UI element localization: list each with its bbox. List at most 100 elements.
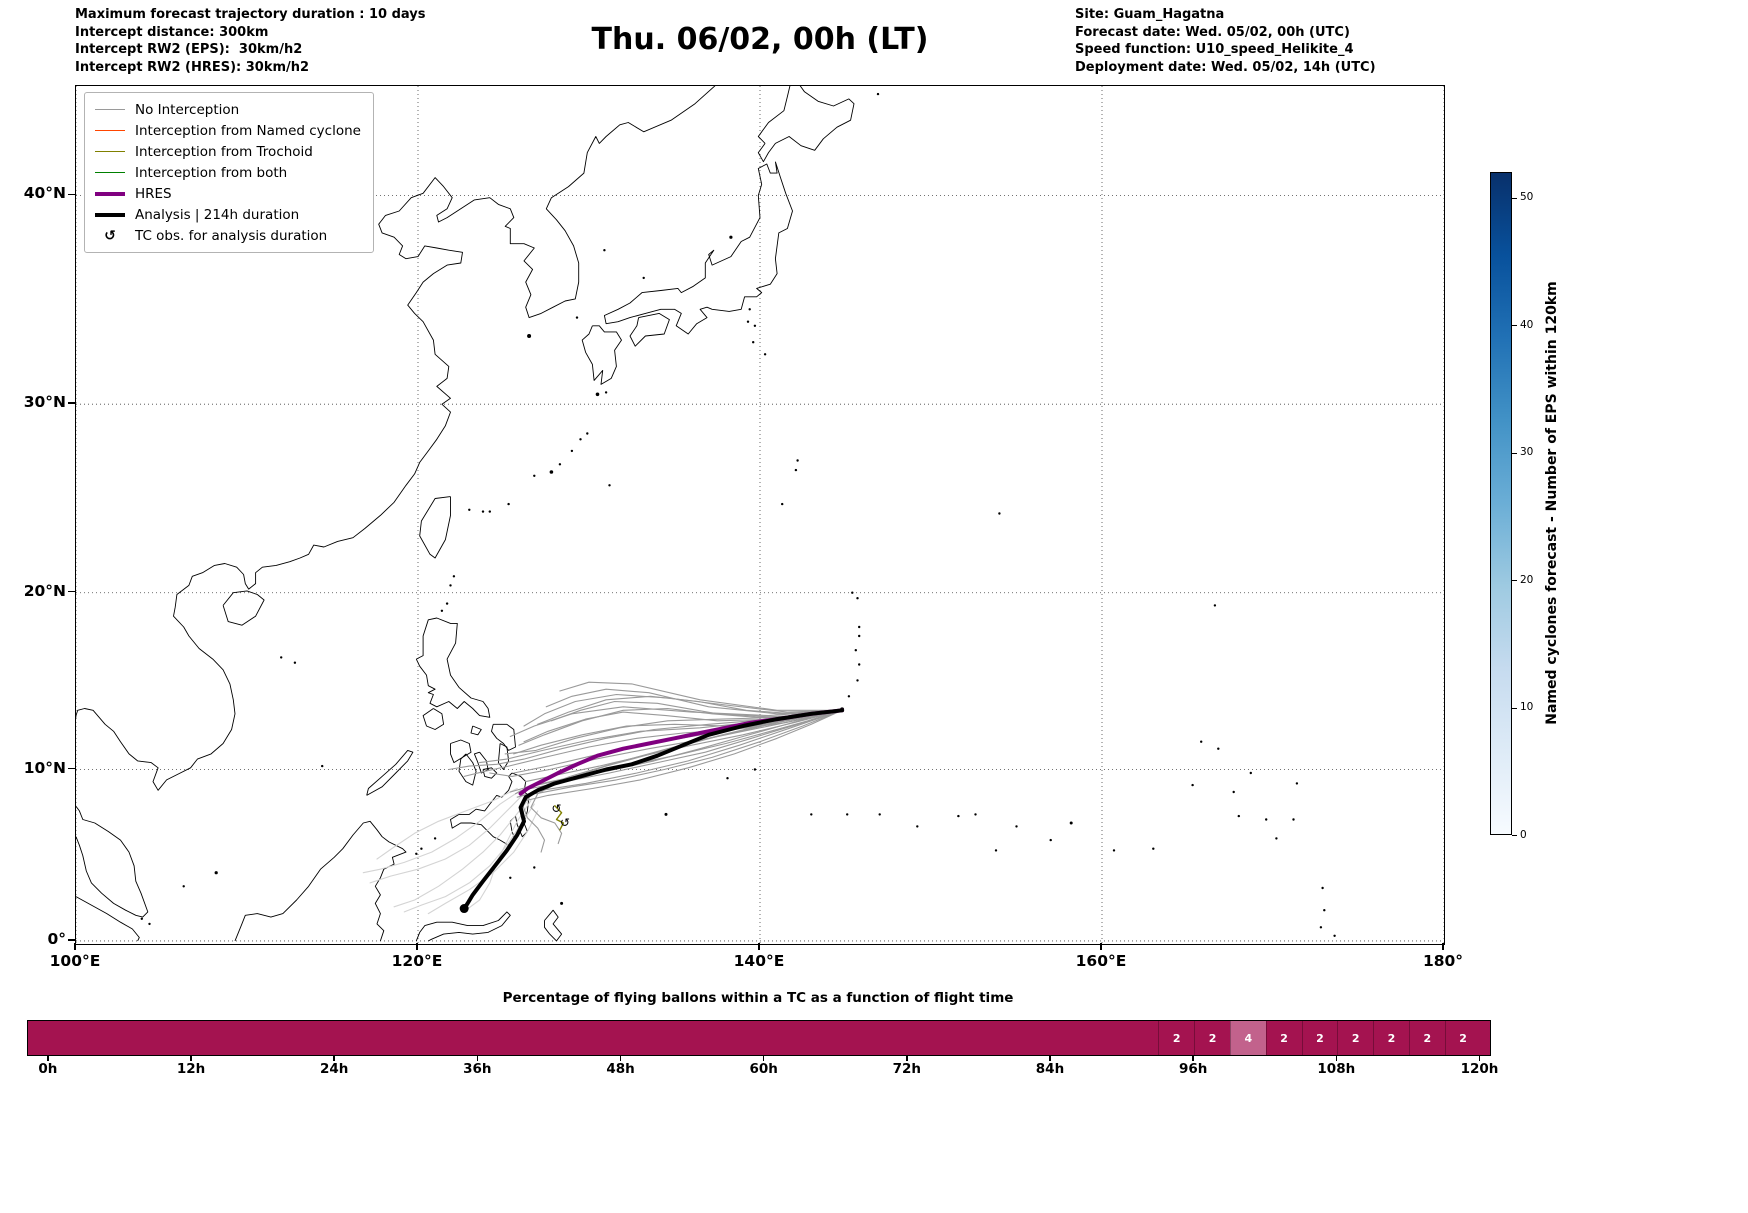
- trajectory-series-interception-from-trochoid: [554, 805, 565, 831]
- flight-time-tick-mark: [619, 1055, 622, 1061]
- param-line-duration: Maximum forecast trajectory duration : 1…: [75, 7, 426, 22]
- lon-tick-mark: [74, 943, 76, 950]
- tc-percentage-cell: 2: [1194, 1021, 1230, 1055]
- forecast-date-line: Forecast date: Wed. 05/02, 00h (UTC): [1075, 24, 1350, 40]
- lon-tick-label: 180°: [1422, 952, 1464, 970]
- legend-line-sample: [95, 150, 125, 153]
- legend-label: Analysis | 214h duration: [135, 206, 300, 223]
- tc-percentage-cell: 2: [1158, 1021, 1195, 1055]
- flight-time-tick-label: 36h: [463, 1061, 492, 1077]
- flight-time-tick-label: 120h: [1460, 1061, 1499, 1077]
- colorbar-tick-mark: [1512, 707, 1517, 709]
- legend-line-sample: [95, 212, 125, 217]
- flight-time-tick-mark: [1192, 1055, 1194, 1061]
- site-line: Site: Guam_Hagatna: [1075, 7, 1225, 22]
- lat-tick-mark: [68, 402, 75, 404]
- legend-line-sample: [95, 191, 125, 196]
- legend-label: Interception from Named cyclone: [135, 122, 361, 139]
- flight-time-tick-mark: [333, 1055, 335, 1061]
- flight-time-tick-label: 48h: [606, 1061, 635, 1077]
- legend-item: Analysis | 214h duration: [95, 204, 361, 225]
- legend-label: HRES: [135, 185, 172, 202]
- flight-time-tick-mark: [1335, 1055, 1338, 1061]
- legend-label: No Interception: [135, 101, 240, 118]
- tc-percentage-cell: 2: [1337, 1021, 1374, 1055]
- tc-percentage-cell: 2: [1373, 1021, 1409, 1055]
- flight-time-tick-label: 12h: [176, 1061, 206, 1077]
- colorbar-label: Named cyclones forecast - Number of EPS …: [1544, 281, 1560, 725]
- coastlines: [76, 86, 855, 942]
- lon-tick-mark: [758, 943, 760, 950]
- flight-time-tick-mark: [190, 1055, 192, 1061]
- legend-label: Interception from both: [135, 164, 288, 181]
- map-legend: No Interception Interception from Named c…: [84, 92, 374, 253]
- map-markers: ↺↺: [459, 802, 570, 914]
- flight-time-tick-label: 96h: [1178, 1061, 1208, 1077]
- trajectory-series-eps-members-faded-tail-: [362, 787, 539, 915]
- figure-title: Thu. 06/02, 00h (LT): [591, 22, 929, 57]
- lat-tick-mark: [68, 193, 75, 196]
- tc-obs-marker: ↺: [560, 815, 570, 829]
- colorbar-tick-mark: [1512, 580, 1517, 582]
- forecast-parameters-block: Maximum forecast trajectory duration : 1…: [75, 6, 426, 76]
- analysis-end-marker: [459, 904, 469, 914]
- lon-tick-mark: [1100, 943, 1102, 950]
- legend-color-line: [95, 129, 125, 132]
- legend-color-line: [95, 212, 125, 217]
- tc-percentage-cell: 2: [1408, 1021, 1445, 1055]
- colorbar-tick-label: 20: [1520, 573, 1534, 586]
- tc-percentage-cell: 2: [1444, 1021, 1481, 1055]
- legend-item: Interception from both: [95, 162, 361, 183]
- legend-color-line: [95, 150, 125, 153]
- colorbar-tick-label: 30: [1520, 446, 1534, 458]
- legend-line-sample: [95, 108, 125, 111]
- lon-tick-label: 100°E: [49, 952, 101, 970]
- flight-time-tick-mark: [1478, 1055, 1481, 1061]
- lat-tick-label: 20°N: [23, 581, 66, 600]
- param-line-rw2-hres: Intercept RW2 (HRES): 30km/h2: [75, 59, 310, 75]
- legend-color-line: [95, 171, 125, 174]
- lon-tick-label: 120°E: [391, 952, 443, 970]
- flight-time-tick-label: 60h: [749, 1061, 778, 1077]
- lat-tick-label: 10°N: [23, 758, 66, 777]
- legend-color-line: [95, 108, 125, 111]
- trajectory-series-no-interception: [448, 681, 843, 853]
- flight-time-tick-label: 0h: [38, 1061, 58, 1077]
- flight-time-tick-label: 108h: [1317, 1061, 1356, 1077]
- legend-item: Interception from Trochoid: [95, 141, 361, 162]
- flight-time-tick-mark: [476, 1055, 479, 1061]
- site-info-block: Site: Guam_Hagatna Forecast date: Wed. 0…: [1075, 6, 1376, 76]
- colorbar-gradient: [1490, 172, 1512, 835]
- legend-line-sample: [95, 129, 125, 132]
- flight-time-tick-mark: [906, 1055, 908, 1061]
- flight-time-tick-label: 84h: [1035, 1061, 1065, 1077]
- speed-function-line: Speed function: U10_speed_Helikite_4: [1075, 42, 1354, 57]
- legend-label: Interception from Trochoid: [135, 143, 313, 160]
- trajectory-series-analysis-214h-duration: [462, 708, 845, 911]
- lat-tick-mark: [68, 939, 75, 941]
- legend-label: TC obs. for analysis duration: [135, 227, 328, 244]
- flight-time-tick-mark: [1049, 1055, 1051, 1061]
- colorbar-tick-label: 0: [1520, 828, 1527, 841]
- lon-tick-label: 140°E: [733, 952, 785, 970]
- legend-item: HRES: [95, 183, 361, 204]
- colorbar-tick-mark: [1512, 452, 1517, 454]
- tc-percentage-cell: 2: [1265, 1021, 1302, 1055]
- deployment-date-line: Deployment date: Wed. 05/02, 14h (UTC): [1075, 59, 1376, 75]
- param-line-distance: Intercept distance: 300km: [75, 24, 269, 40]
- lat-tick-label: 0°: [47, 929, 66, 948]
- colorbar-tick-mark: [1512, 325, 1517, 327]
- map-frame: ↺ ↺ No Interception Interception from Name…: [75, 85, 1445, 945]
- small-islands: [140, 92, 1336, 937]
- lon-tick-label: 160°E: [1075, 952, 1127, 970]
- lat-tick-mark: [68, 767, 75, 770]
- tc-percentage-cell: 4: [1229, 1021, 1266, 1055]
- param-line-rw2-eps: Intercept RW2 (EPS): 30km/h2: [75, 42, 303, 57]
- legend-item: No Interception: [95, 99, 361, 120]
- lat-tick-mark: [68, 590, 75, 593]
- legend-item: Interception from Named cyclone: [95, 120, 361, 141]
- flight-time-tick-mark: [47, 1055, 49, 1061]
- colorbar-tick-label: 40: [1520, 318, 1534, 331]
